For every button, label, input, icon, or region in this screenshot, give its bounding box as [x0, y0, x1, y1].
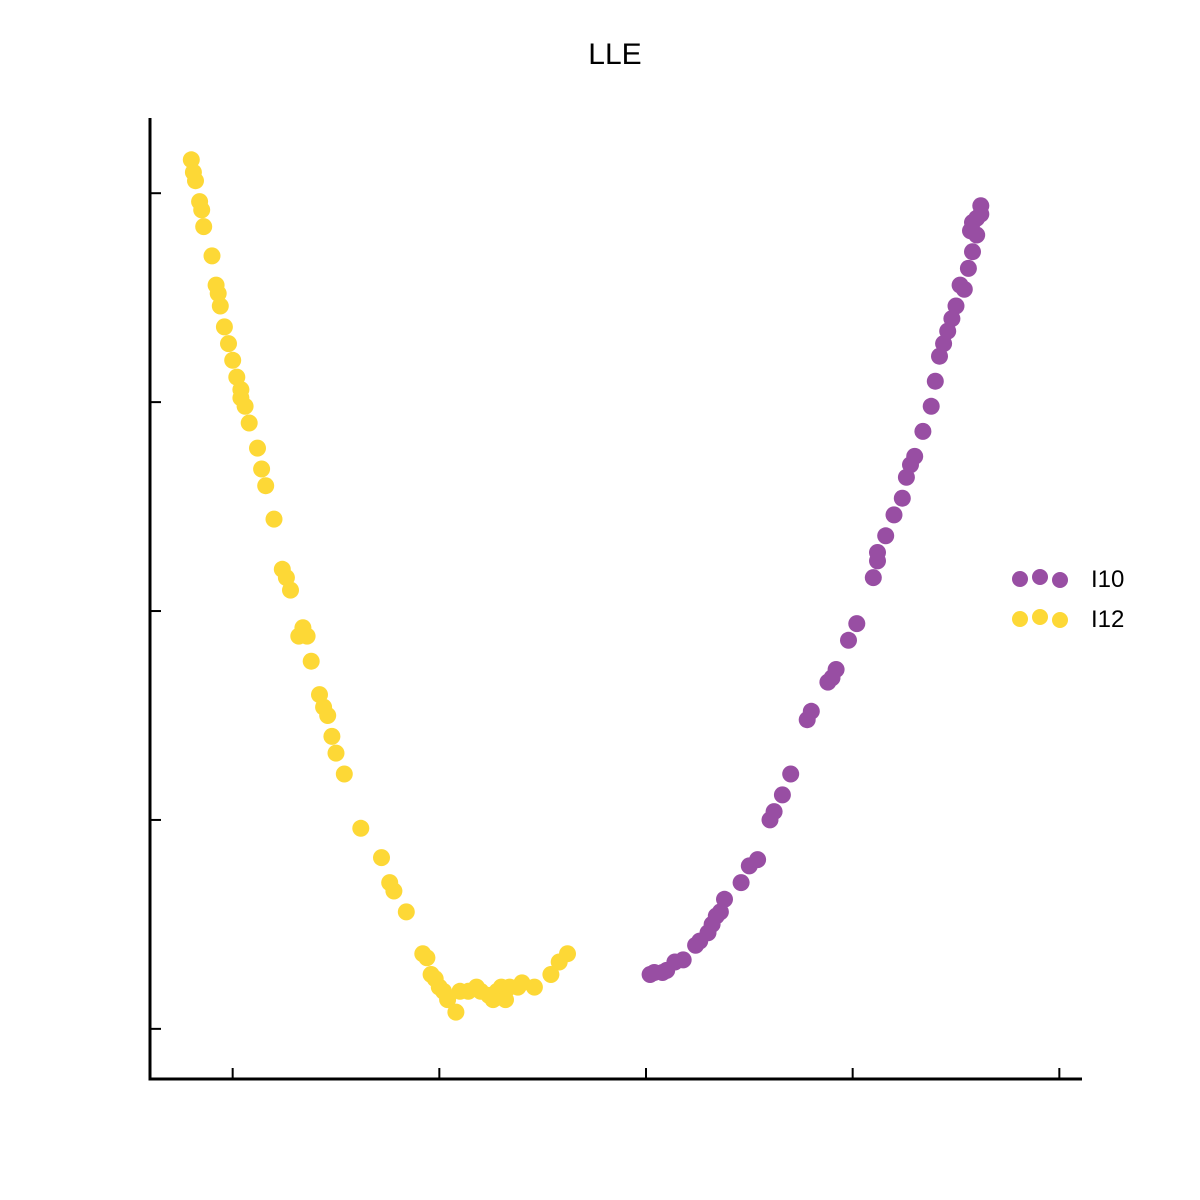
point-i12: [335, 765, 353, 783]
point-i12: [315, 698, 333, 716]
point-i10: [869, 544, 886, 561]
point-i12: [302, 652, 320, 670]
chart-title: LLE: [588, 38, 642, 71]
point-i10: [864, 569, 882, 587]
point-i12: [373, 849, 390, 867]
point-i12: [273, 560, 291, 578]
point-i10: [840, 631, 857, 649]
point-i10: [902, 456, 919, 474]
legend-item-i12: I12: [1005, 600, 1124, 640]
point-i10: [947, 297, 965, 315]
point-i12: [282, 581, 299, 599]
point-i10: [765, 803, 783, 821]
point-i12: [323, 727, 341, 745]
legend-item-i10: I10: [1005, 560, 1124, 600]
point-i10: [782, 765, 800, 783]
point-i12: [215, 318, 233, 336]
point-i10: [711, 903, 729, 921]
point-i10: [926, 372, 944, 390]
point-i12: [187, 172, 204, 190]
point-i10: [823, 669, 841, 687]
point-i10: [951, 276, 969, 294]
point-i10: [802, 702, 820, 720]
point-i12: [195, 218, 213, 236]
point-i12: [232, 389, 250, 407]
point-i12: [559, 945, 576, 963]
point-i10: [674, 951, 692, 969]
point-i10: [959, 259, 977, 277]
axis-ticks: [150, 192, 1061, 1079]
point-i12: [253, 460, 271, 478]
point-i12: [439, 991, 457, 1009]
point-i12: [209, 285, 227, 302]
legend: I10 I12: [1005, 560, 1124, 640]
point-i12: [352, 819, 370, 837]
point-i12: [249, 439, 266, 457]
point-i10: [972, 197, 990, 215]
data-points: [182, 151, 990, 1021]
point-i10: [885, 506, 903, 524]
point-i10: [962, 222, 979, 240]
legend-marker-i10: [1012, 569, 1068, 588]
point-i12: [327, 744, 345, 762]
point-i12: [240, 414, 258, 432]
point-i12: [224, 351, 242, 369]
point-i10: [914, 422, 932, 440]
point-i12: [397, 903, 415, 921]
point-i12: [211, 297, 229, 315]
point-i10: [749, 851, 767, 869]
point-i10: [773, 786, 791, 804]
point-i12: [290, 627, 308, 645]
point-i10: [848, 615, 866, 633]
point-i10: [732, 874, 750, 892]
point-i12: [203, 247, 221, 265]
point-i12: [182, 151, 200, 169]
legend-label-i12: I12: [1091, 606, 1125, 633]
point-i12: [220, 335, 237, 353]
axes: [148, 118, 1082, 1081]
point-i10: [964, 243, 981, 261]
point-i10: [877, 527, 895, 545]
point-i12: [265, 510, 283, 528]
point-i12: [542, 966, 560, 983]
legend-label-i10: I10: [1091, 566, 1125, 593]
point-i12: [447, 1003, 465, 1021]
point-i12: [525, 978, 543, 996]
point-i12: [418, 949, 436, 967]
point-i12: [257, 477, 275, 495]
point-i12: [193, 201, 211, 219]
point-i10: [922, 397, 940, 415]
point-i10: [893, 489, 911, 507]
point-i12: [385, 882, 403, 900]
legend-marker-i12: [1012, 609, 1068, 628]
